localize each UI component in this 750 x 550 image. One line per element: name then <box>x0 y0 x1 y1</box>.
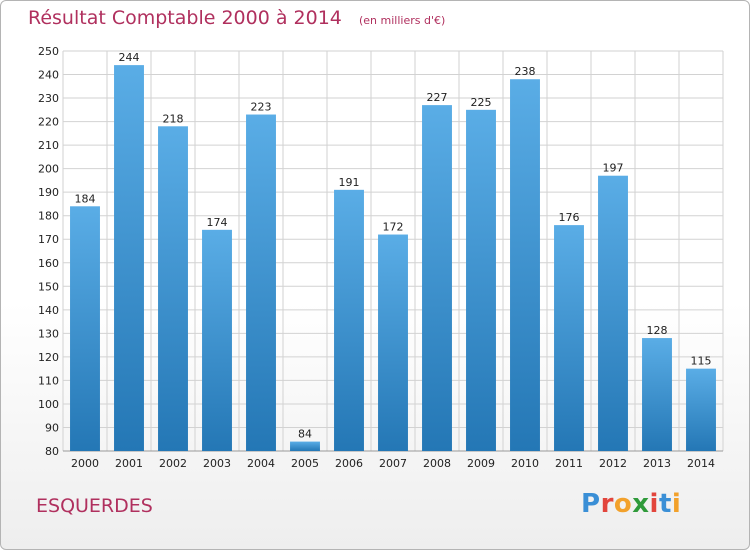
y-tick-label: 170 <box>38 233 59 246</box>
y-tick-label: 210 <box>38 139 59 152</box>
data-label: 115 <box>691 355 712 368</box>
bar <box>114 65 144 451</box>
bar <box>686 368 716 451</box>
logo-letter: x <box>632 489 650 519</box>
y-tick-label: 100 <box>38 398 59 411</box>
data-label: 84 <box>298 428 312 441</box>
bar <box>290 441 320 451</box>
bar <box>70 206 100 451</box>
y-tick-label: 130 <box>38 327 59 340</box>
y-tick-label: 190 <box>38 186 59 199</box>
y-tick-label: 80 <box>45 445 59 458</box>
y-tick-label: 240 <box>38 69 59 82</box>
x-tick-label: 2007 <box>379 457 407 470</box>
x-tick-label: 2012 <box>599 457 627 470</box>
y-tick-label: 230 <box>38 92 59 105</box>
logo-letter: t <box>658 489 672 519</box>
bars <box>70 65 716 452</box>
y-tick-label: 200 <box>38 163 59 176</box>
logo-letter: o <box>613 489 633 519</box>
y-tick-label: 250 <box>38 45 59 58</box>
data-label: 174 <box>207 216 228 229</box>
data-label: 191 <box>339 176 360 189</box>
x-tick-label: 2010 <box>511 457 539 470</box>
x-tick-label: 2004 <box>247 457 275 470</box>
x-tick-label: 2013 <box>643 457 671 470</box>
x-tick-label: 2002 <box>159 457 187 470</box>
data-label: 172 <box>383 221 404 234</box>
data-label: 223 <box>251 101 272 114</box>
y-tick-label: 110 <box>38 374 59 387</box>
y-tick-label: 160 <box>38 257 59 270</box>
data-label: 227 <box>427 91 448 104</box>
x-tick-label: 2006 <box>335 457 363 470</box>
chart-subtitle: (en milliers d'€) <box>358 14 446 27</box>
y-tick-label: 180 <box>38 210 59 223</box>
proxiti-logo[interactable]: Proxiti <box>581 489 681 519</box>
data-label: 238 <box>515 65 536 78</box>
town-name: ESQUERDES <box>36 495 153 517</box>
bar <box>246 114 276 451</box>
y-tick-label: 140 <box>38 304 59 317</box>
chart-title: Résultat Comptable 2000 à 2014 <box>28 7 342 29</box>
data-label: 197 <box>603 162 624 175</box>
data-label: 128 <box>647 324 668 337</box>
x-tick-label: 2000 <box>71 457 99 470</box>
bar <box>554 225 584 451</box>
x-tick-label: 2005 <box>291 457 319 470</box>
y-tick-label: 90 <box>45 421 59 434</box>
bar <box>158 126 188 451</box>
x-tick-label: 2003 <box>203 457 231 470</box>
x-tick-label: 2008 <box>423 457 451 470</box>
y-tick-label: 120 <box>38 351 59 364</box>
data-label: 244 <box>119 51 140 64</box>
bar <box>334 189 364 451</box>
data-label: 176 <box>559 211 580 224</box>
bar <box>378 234 408 451</box>
logo-letter: i <box>649 489 659 519</box>
x-tick-label: 2014 <box>687 457 715 470</box>
logo-letter: r <box>600 489 614 519</box>
bar <box>422 105 452 451</box>
bar <box>202 229 232 451</box>
logo-letter: P <box>581 489 601 519</box>
bar <box>598 175 628 452</box>
title-row: Résultat Comptable 2000 à 2014 (en milli… <box>28 7 445 29</box>
bar <box>466 109 496 451</box>
x-tick-label: 2001 <box>115 457 143 470</box>
data-label: 218 <box>163 112 184 125</box>
bar <box>510 79 540 451</box>
labels: 80 90 100 110 120 130 140 150 160 170 180 190 200 210… <box>38 45 715 470</box>
logo-letter: i <box>671 489 682 519</box>
y-tick-label: 150 <box>38 280 59 293</box>
y-tick-label: 220 <box>38 116 59 129</box>
x-tick-label: 2011 <box>555 457 583 470</box>
bar <box>642 338 672 451</box>
x-tick-label: 2009 <box>467 457 495 470</box>
data-label: 225 <box>471 96 492 109</box>
data-label: 184 <box>75 192 96 205</box>
